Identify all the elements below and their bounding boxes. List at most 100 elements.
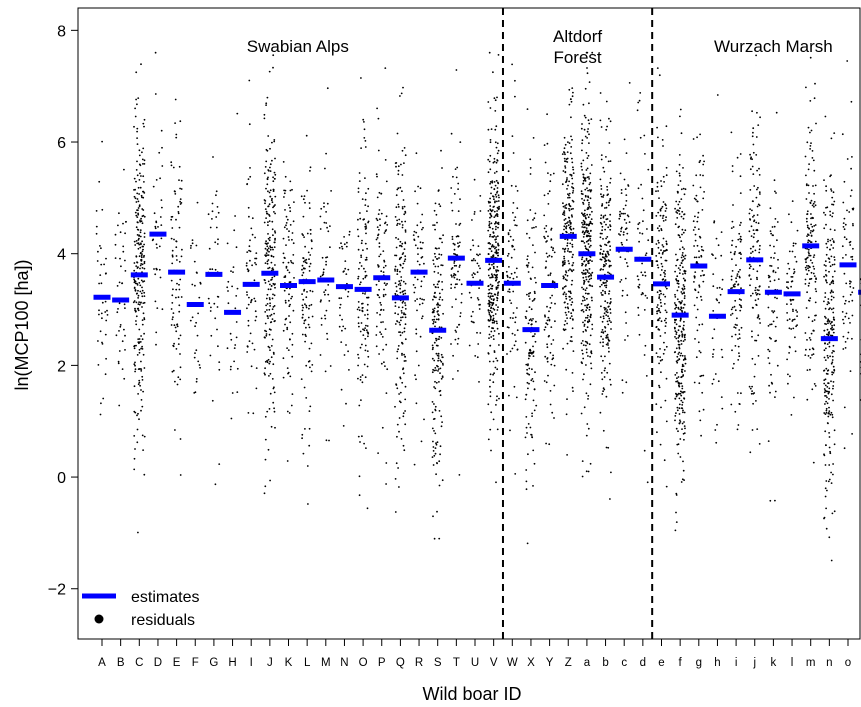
residual-point xyxy=(841,245,844,248)
residual-point xyxy=(363,121,365,123)
residual-point xyxy=(636,109,639,112)
residual-point xyxy=(663,459,666,462)
residual-point xyxy=(587,154,590,157)
residual-point xyxy=(792,308,794,311)
residual-point xyxy=(600,258,603,261)
residual-point xyxy=(488,325,490,328)
residual-point xyxy=(382,295,385,298)
residual-point xyxy=(452,378,454,380)
residual-point xyxy=(824,378,827,381)
residual-point xyxy=(582,378,584,381)
residual-point xyxy=(97,250,99,253)
residual-point xyxy=(235,336,238,339)
residual-point xyxy=(375,325,378,328)
residual-point xyxy=(603,263,605,266)
residual-point xyxy=(434,387,437,390)
residual-point xyxy=(199,281,202,284)
residual-point xyxy=(534,371,536,374)
residual-point xyxy=(663,319,666,322)
residual-point xyxy=(664,210,667,212)
residual-point xyxy=(807,126,810,129)
residual-point xyxy=(140,263,143,265)
residual-point xyxy=(492,295,494,297)
residual-point xyxy=(264,262,267,264)
residual-point xyxy=(440,337,443,339)
residual-point xyxy=(526,381,529,384)
residual-point xyxy=(286,228,288,230)
residual-point xyxy=(543,328,546,331)
residual-point xyxy=(807,168,810,171)
residual-point xyxy=(604,207,606,209)
residual-point xyxy=(324,293,326,296)
residual-point xyxy=(698,256,700,259)
residual-point xyxy=(812,256,815,258)
residual-point xyxy=(212,156,214,158)
residual-point xyxy=(217,345,219,348)
residual-point xyxy=(421,315,424,318)
residual-point xyxy=(497,200,500,202)
residual-point xyxy=(564,160,566,163)
residual-point xyxy=(248,245,251,248)
residual-point xyxy=(589,383,592,386)
residual-point xyxy=(432,450,435,452)
residual-point xyxy=(656,264,659,266)
residual-point xyxy=(395,236,397,239)
residual-point xyxy=(827,422,829,425)
residual-point xyxy=(274,239,276,241)
residual-point xyxy=(250,365,253,368)
residual-point xyxy=(160,129,163,132)
residual-point xyxy=(589,315,592,318)
residual-point xyxy=(119,324,122,326)
residual-point xyxy=(488,360,491,363)
residual-point xyxy=(750,225,753,228)
residual-point xyxy=(656,306,658,309)
residual-point xyxy=(495,125,498,128)
residual-point xyxy=(338,297,341,300)
residual-point xyxy=(272,255,275,258)
residual-point xyxy=(590,118,593,120)
residual-point xyxy=(432,515,434,518)
residual-point xyxy=(683,193,686,196)
residual-point xyxy=(661,205,664,208)
residual-point xyxy=(143,243,146,246)
residual-point xyxy=(138,351,141,354)
residual-point xyxy=(404,242,407,245)
residual-point xyxy=(773,279,776,282)
residual-point xyxy=(431,311,434,314)
residual-point xyxy=(497,306,499,309)
residual-point xyxy=(324,314,326,317)
residual-point xyxy=(623,178,626,181)
residual-point xyxy=(825,265,827,267)
residual-point xyxy=(267,345,270,348)
residual-point xyxy=(545,225,548,227)
residual-point xyxy=(170,308,173,310)
residual-point xyxy=(263,492,266,495)
residual-point xyxy=(324,289,327,292)
residual-point xyxy=(142,175,145,178)
residual-point xyxy=(752,268,755,270)
residual-point xyxy=(359,330,362,333)
residual-point xyxy=(570,222,572,224)
residual-point xyxy=(619,234,621,236)
residual-point xyxy=(571,239,573,241)
residual-point xyxy=(378,255,381,258)
residual-point xyxy=(493,267,495,270)
residual-point xyxy=(609,308,612,311)
residual-point xyxy=(516,276,518,278)
residual-point xyxy=(394,265,397,268)
residual-point xyxy=(585,309,588,312)
residual-point xyxy=(625,262,628,264)
residual-point xyxy=(601,294,603,296)
residual-point xyxy=(572,253,574,256)
residual-point xyxy=(138,154,141,157)
residual-point xyxy=(587,314,589,317)
residual-point xyxy=(660,371,662,374)
residual-point xyxy=(140,254,143,257)
residual-point xyxy=(364,228,367,230)
residual-point xyxy=(356,228,359,231)
residual-point xyxy=(506,353,508,355)
residual-point xyxy=(713,220,716,223)
residual-point xyxy=(851,258,854,261)
residual-point xyxy=(664,273,666,275)
residual-point xyxy=(831,416,834,419)
